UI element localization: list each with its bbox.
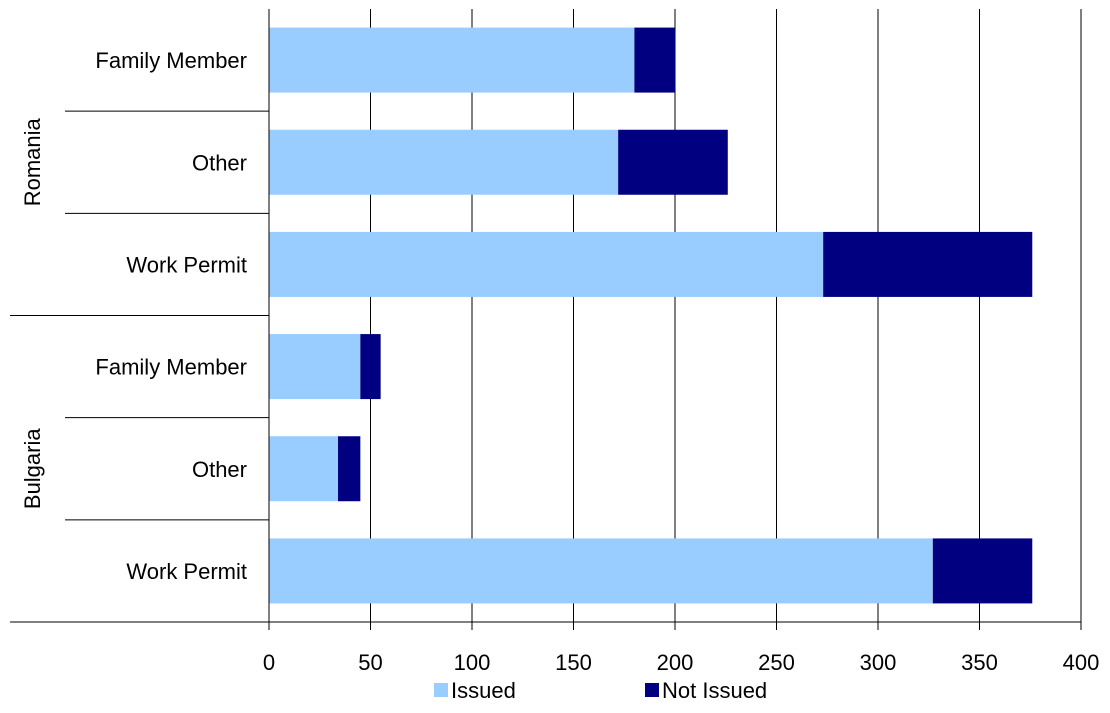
bar-not-issued — [634, 27, 675, 93]
bar-not-issued — [618, 129, 728, 195]
labels: 0 50 100 150 200 250 300 350 400 Family Member Oth… — [20, 48, 1099, 675]
category-label: Other — [192, 150, 247, 175]
legend: Issued Not Issued — [434, 678, 767, 703]
legend-label: Not Issued — [662, 678, 767, 703]
category-label: Work Permit — [126, 252, 247, 277]
legend-label: Issued — [451, 678, 516, 703]
bar-issued — [269, 27, 635, 93]
category-label: Family Member — [95, 48, 247, 73]
bar-issued — [269, 129, 619, 195]
x-tick-label: 250 — [758, 650, 795, 675]
legend-swatch-issued — [434, 683, 448, 697]
category-label: Other — [192, 457, 247, 482]
bars — [269, 27, 1033, 604]
gridlines — [370, 9, 1082, 622]
bar-not-issued — [823, 231, 1033, 297]
category-label: Work Permit — [126, 559, 247, 584]
x-tick-label: 50 — [358, 650, 382, 675]
legend-swatch-not-issued — [645, 683, 659, 697]
bar-not-issued — [932, 538, 1033, 604]
x-tick-label: 200 — [657, 650, 694, 675]
x-tick-label: 100 — [454, 650, 491, 675]
x-tick-label: 0 — [263, 650, 275, 675]
x-tick-label: 300 — [860, 650, 897, 675]
bar-issued — [269, 436, 339, 502]
x-tick-label: 150 — [555, 650, 592, 675]
group-label: Bulgaria — [20, 428, 45, 509]
bar-not-issued — [360, 334, 381, 400]
axes — [10, 9, 1082, 630]
bar-issued — [269, 538, 933, 604]
bar-not-issued — [338, 436, 361, 502]
x-tick-label: 400 — [1063, 650, 1100, 675]
bar-issued — [269, 231, 824, 297]
category-label: Family Member — [95, 355, 247, 380]
group-label: Romania — [20, 117, 45, 206]
bar-issued — [269, 334, 361, 400]
x-tick-label: 350 — [961, 650, 998, 675]
